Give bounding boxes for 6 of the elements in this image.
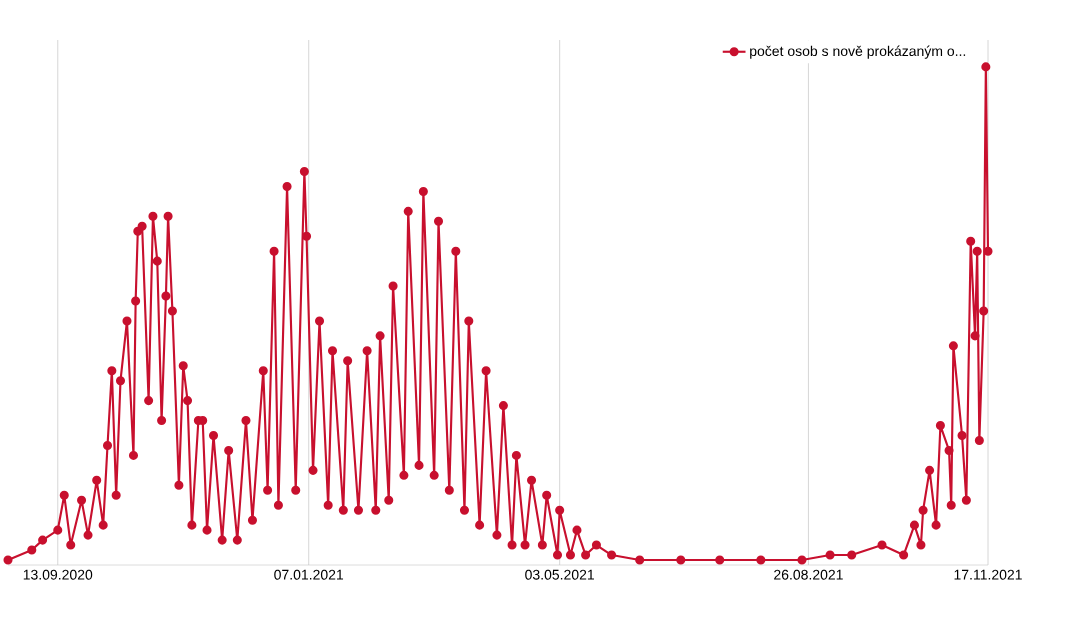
legend-label: počet osob s nově prokázaným o...	[750, 45, 966, 59]
x-tick-label: 26.08.2021	[774, 569, 843, 580]
x-tick-label: 13.09.2020	[23, 569, 93, 580]
x-tick-label: 07.01.2021	[274, 569, 344, 580]
x-tick-label: 03.05.2021	[525, 569, 594, 580]
x-tick-label: 17.11.2021	[954, 569, 1022, 580]
